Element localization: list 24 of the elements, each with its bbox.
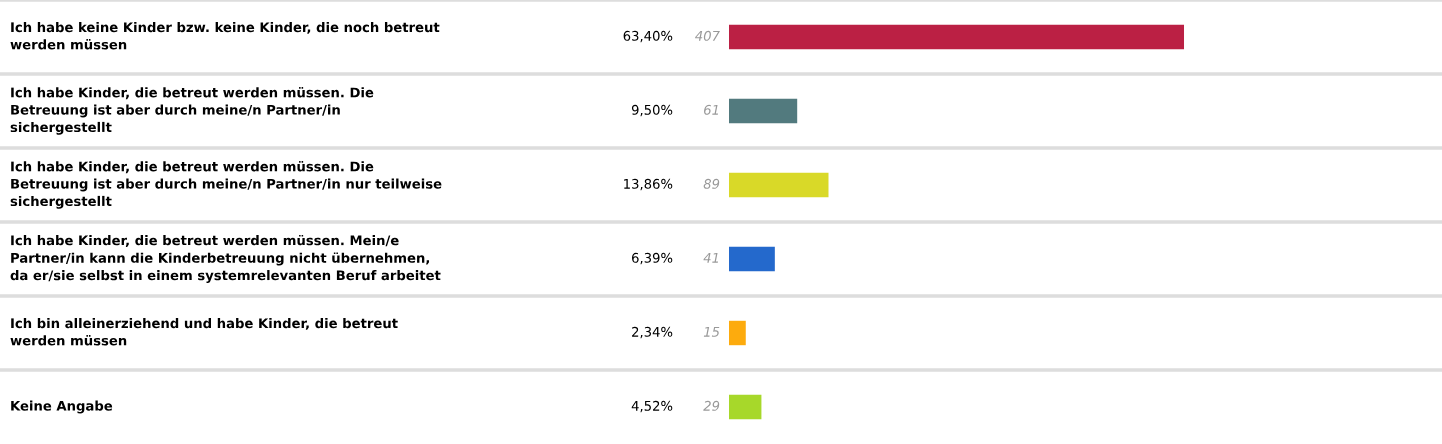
y-tick-label: Ich bin alleinerziehend und habe Kinder, die betreut werden müssen [10, 317, 398, 346]
text: 9,50% [631, 104, 673, 117]
text: 4,52% [631, 400, 673, 413]
bar [729, 24, 1185, 50]
data-label: 89 [703, 178, 720, 189]
bar [729, 320, 746, 346]
y-tick-label: Ich habe Kinder, die betreut werden müssen. Mein/e Partner/in kann die Kinderbetreuung nicht übernehmen, da er/sie selbst in einem systemrelevanten Beruf arbeitet [10, 234, 441, 283]
data-label: 41 [703, 253, 718, 263]
bar [729, 246, 775, 272]
data-label: 29 [703, 400, 720, 411]
bar [729, 172, 829, 198]
y-tick-label: Ich habe Kinder, die betreut werden müssen. Die Betreuung ist aber durch meine/n Partner/in nur teilweise sichergestellt [10, 161, 442, 209]
text: 13,86% [624, 178, 673, 191]
bar [729, 98, 798, 124]
data-label: 15 [703, 327, 720, 337]
y-tick-label: Ich habe keine Kinder bzw. keine Kinder, die noch betreut werden müssen [10, 21, 440, 50]
text: 6,39% [632, 252, 673, 265]
bar [729, 394, 762, 420]
data-label: 407 [695, 30, 720, 41]
data-label: 61 [704, 104, 718, 115]
text: 63,40% [623, 30, 673, 43]
text: 2,34% [632, 326, 673, 339]
y-tick-label: Keine Angabe [11, 400, 113, 414]
y-tick-label: Ich habe Kinder, die betreut werden müssen. Die Betreuung ist aber durch meine/n Partner/in sichergestellt [10, 87, 374, 135]
